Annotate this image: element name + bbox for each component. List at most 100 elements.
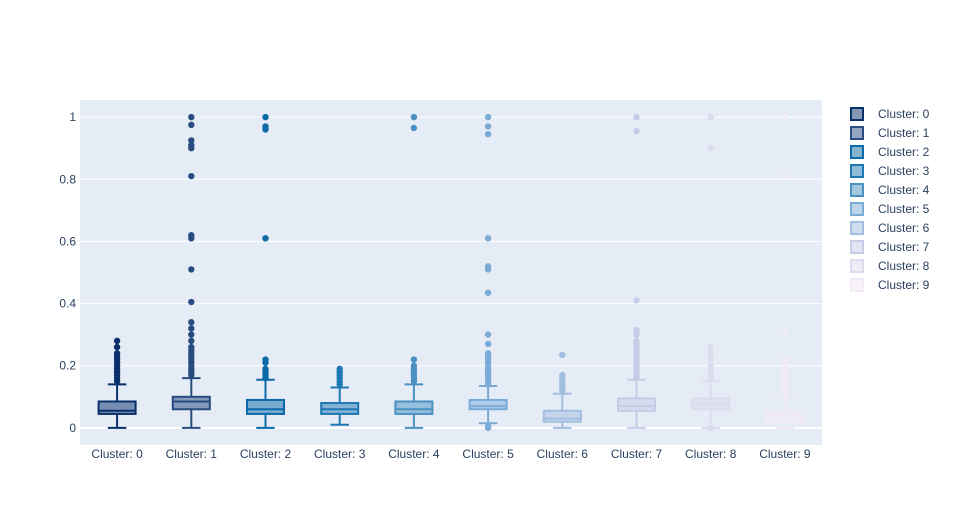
box-iqr xyxy=(246,398,285,415)
outlier-point xyxy=(633,326,640,334)
outlier-point xyxy=(781,329,789,337)
x-tick-label: Cluster: 1 xyxy=(166,447,218,461)
x-tick-label: Cluster: 2 xyxy=(240,447,292,461)
outlier-point xyxy=(113,343,121,351)
outlier-point xyxy=(559,351,566,359)
legend-swatch xyxy=(850,145,864,159)
outlier-point xyxy=(410,362,418,369)
legend-label: Cluster: 3 xyxy=(878,164,930,178)
outlier-point xyxy=(707,113,714,121)
x-tick-label: Cluster: 0 xyxy=(91,447,143,461)
outlier-point xyxy=(781,356,789,363)
x-tick-label: Cluster: 7 xyxy=(611,447,663,461)
legend-swatch xyxy=(850,259,864,273)
legend-swatch xyxy=(850,107,864,121)
box-series xyxy=(171,113,211,429)
y-tick-label: 0.4 xyxy=(59,297,76,311)
box-iqr xyxy=(542,409,582,423)
legend-label: Cluster: 0 xyxy=(878,107,930,121)
box-series xyxy=(320,365,360,426)
box-series xyxy=(246,113,285,429)
outlier-point xyxy=(262,356,269,363)
x-tick-label: Cluster: 5 xyxy=(462,447,514,461)
y-tick-label: 0.8 xyxy=(59,172,76,186)
outlier-point xyxy=(707,343,714,351)
box-series xyxy=(542,351,582,429)
box-series-group xyxy=(97,113,805,432)
y-tick-label: 1 xyxy=(69,110,76,124)
legend-swatch xyxy=(850,183,864,197)
legend-item xyxy=(850,164,864,178)
y-tick-label: 0.6 xyxy=(59,234,76,248)
outlier-point xyxy=(781,113,789,121)
x-tick-labels: Cluster: 0 Cluster: 1 Cluster: 2 Cluster: 3… xyxy=(91,447,810,461)
box-iqr xyxy=(617,397,656,412)
box-series xyxy=(468,113,508,432)
outlier-point xyxy=(113,337,121,345)
outlier-point xyxy=(336,365,343,373)
x-tick-label: Cluster: 3 xyxy=(314,447,366,461)
outlier-point xyxy=(484,289,492,296)
legend-swatch xyxy=(850,164,864,178)
y-tick-label: 0.2 xyxy=(59,359,76,373)
outlier-point xyxy=(707,144,714,152)
outlier-point xyxy=(188,137,195,144)
box-iqr xyxy=(171,395,211,411)
outlier-point xyxy=(484,130,492,138)
outlier-point xyxy=(188,266,195,273)
legend-swatch xyxy=(850,202,864,216)
outlier-point xyxy=(484,113,492,121)
outlier-point xyxy=(262,113,269,121)
legend-label: Cluster: 1 xyxy=(878,126,930,140)
x-tick-label: Cluster: 8 xyxy=(685,447,737,461)
outlier-point xyxy=(484,123,492,130)
legend-item xyxy=(850,107,864,121)
legend-label: Cluster: 7 xyxy=(878,240,930,254)
outlier-point xyxy=(633,331,640,338)
outlier-point xyxy=(262,235,269,242)
legend-item xyxy=(850,259,864,273)
outlier-point xyxy=(188,172,195,180)
x-tick-label: Cluster: 6 xyxy=(537,447,589,461)
box-series xyxy=(691,113,731,432)
legend-item xyxy=(850,183,864,197)
legend-label: Cluster: 2 xyxy=(878,145,930,159)
legend-item xyxy=(850,126,864,140)
outlier-point xyxy=(781,172,789,180)
x-tick-label: Cluster: 4 xyxy=(388,447,440,461)
outlier-point xyxy=(484,331,492,338)
legend-item xyxy=(850,145,864,159)
outlier-point xyxy=(707,356,714,363)
outlier-point xyxy=(410,124,418,132)
legend: Cluster: 0 Cluster: 1 Cluster: 2 Cluster: 3… xyxy=(850,107,930,292)
outlier-point xyxy=(188,319,195,326)
outlier-point xyxy=(484,263,492,270)
outlier-point xyxy=(113,350,121,357)
outlier-point xyxy=(262,123,269,130)
outlier-point xyxy=(188,325,195,332)
outlier-point xyxy=(633,297,640,304)
outlier-point xyxy=(188,113,195,121)
outlier-point xyxy=(633,127,640,135)
legend-item xyxy=(850,240,864,254)
outlier-point xyxy=(707,424,714,432)
legend-swatch xyxy=(850,278,864,292)
legend-label: Cluster: 5 xyxy=(878,202,930,216)
outlier-point xyxy=(559,371,566,379)
y-tick-label: 0 xyxy=(69,421,76,435)
legend-label: Cluster: 8 xyxy=(878,259,930,273)
x-tick-label: Cluster: 9 xyxy=(759,447,811,461)
box-series xyxy=(394,113,434,429)
outlier-point xyxy=(484,340,492,348)
legend-item xyxy=(850,221,864,235)
legend-swatch xyxy=(850,221,864,235)
plot-background xyxy=(80,100,822,445)
outlier-point xyxy=(188,331,195,338)
outlier-point xyxy=(188,121,195,129)
outlier-point xyxy=(262,365,269,373)
box-series xyxy=(617,113,656,429)
outlier-point xyxy=(484,350,492,357)
legend-swatch xyxy=(850,126,864,140)
box-iqr xyxy=(468,398,508,411)
